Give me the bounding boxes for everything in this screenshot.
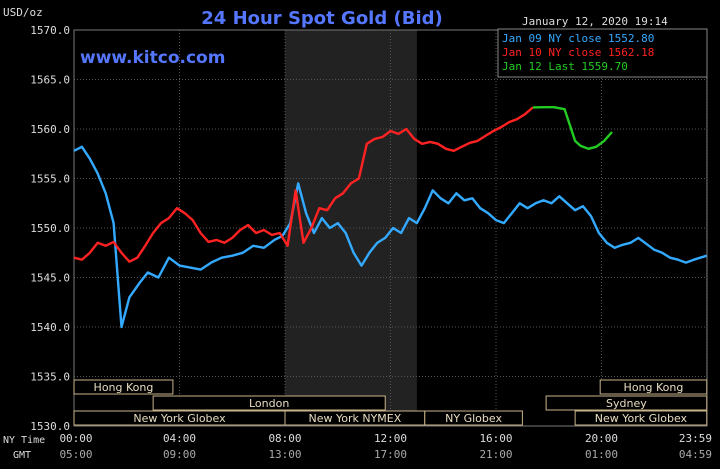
x-tick-label-ny: 16:00 (479, 432, 512, 445)
session-bars: Hong Kong London New York Globex New York N… (73, 379, 708, 426)
session-label: New York Globex (595, 412, 688, 425)
kitco-watermark: www.kitco.com (80, 48, 225, 68)
session-label: NY Globex (445, 412, 502, 425)
x-tick-label-ny: 00:00 (59, 432, 92, 445)
session-label: New York Globex (133, 412, 226, 425)
y-tick-label: 1565.0 (30, 74, 70, 87)
chart-timestamp: January 12, 2020 19:14 (522, 15, 668, 28)
y-tick-label: 1535.0 (30, 371, 70, 384)
y-tick-label: 1550.0 (30, 222, 70, 235)
gmt-label: GMT (13, 450, 31, 461)
x-tick-label-gmt: 09:00 (163, 448, 196, 461)
y-tick-label: 1540.0 (30, 321, 70, 334)
x-tick-label-ny: 12:00 (374, 432, 407, 445)
session-label: Sydney (606, 397, 647, 410)
session-bar (574, 410, 708, 426)
session-bar (545, 395, 708, 411)
x-tick-label-gmt: 21:00 (479, 448, 512, 461)
legend-entry-jan10: Jan 10 NY close 1562.18 (502, 46, 654, 59)
y-axis-label: USD/oz (3, 6, 43, 19)
session-label: Hong Kong (94, 381, 154, 394)
grid-layer (73, 29, 708, 427)
session-bar (152, 395, 386, 411)
series-line-0 (73, 145, 708, 329)
x-tick-label-ny: 23:59 (679, 432, 712, 445)
x-tick-label-gmt: 01:00 (585, 448, 618, 461)
x-tick-label-gmt: 13:00 (268, 448, 301, 461)
y-tick-label: 1545.0 (30, 272, 70, 285)
session-label: New York NYMEX (308, 412, 401, 425)
series-line-2 (532, 105, 613, 151)
y-tick-label: 1555.0 (30, 173, 70, 186)
series-line-1 (73, 106, 534, 263)
session-bar (424, 410, 523, 426)
session-label: London (249, 397, 289, 410)
session-bar (599, 379, 708, 395)
series-layer (73, 105, 708, 329)
plot-frame (73, 29, 708, 427)
x-tick-label-ny: 20:00 (585, 432, 618, 445)
y-tick-label: 1560.0 (30, 123, 70, 136)
legend: Jan 09 NY close 1552.80 Jan 10 NY close … (497, 28, 708, 78)
x-tick-label-gmt: 05:00 (59, 448, 92, 461)
session-label: Hong Kong (624, 381, 684, 394)
x-tick-label-gmt: 04:59 (679, 448, 712, 461)
session-bar (73, 379, 174, 395)
ny-time-label: NY Time (3, 435, 45, 446)
y-tick-labels: 1570.0 1565.0 1560.0 1555.0 1550.0 1545.0 1540… (30, 24, 70, 433)
x-tick-label-gmt: 17:00 (374, 448, 407, 461)
chart-title: 24 Hour Spot Gold (Bid) (201, 8, 442, 29)
legend-box (497, 28, 708, 78)
y-tick-label: 1530.0 (30, 420, 70, 433)
legend-entry-jan09: Jan 09 NY close 1552.80 (502, 32, 654, 45)
legend-entry-jan12: Jan 12 Last 1559.70 (502, 60, 628, 73)
y-tick-label: 1570.0 (30, 24, 70, 37)
x-tick-label-ny: 08:00 (268, 432, 301, 445)
x-tick-label-ny: 04:00 (163, 432, 196, 445)
x-tick-labels: 00:00 05:00 04:00 09:00 08:00 13:00 12:00 17:00… (59, 432, 712, 461)
